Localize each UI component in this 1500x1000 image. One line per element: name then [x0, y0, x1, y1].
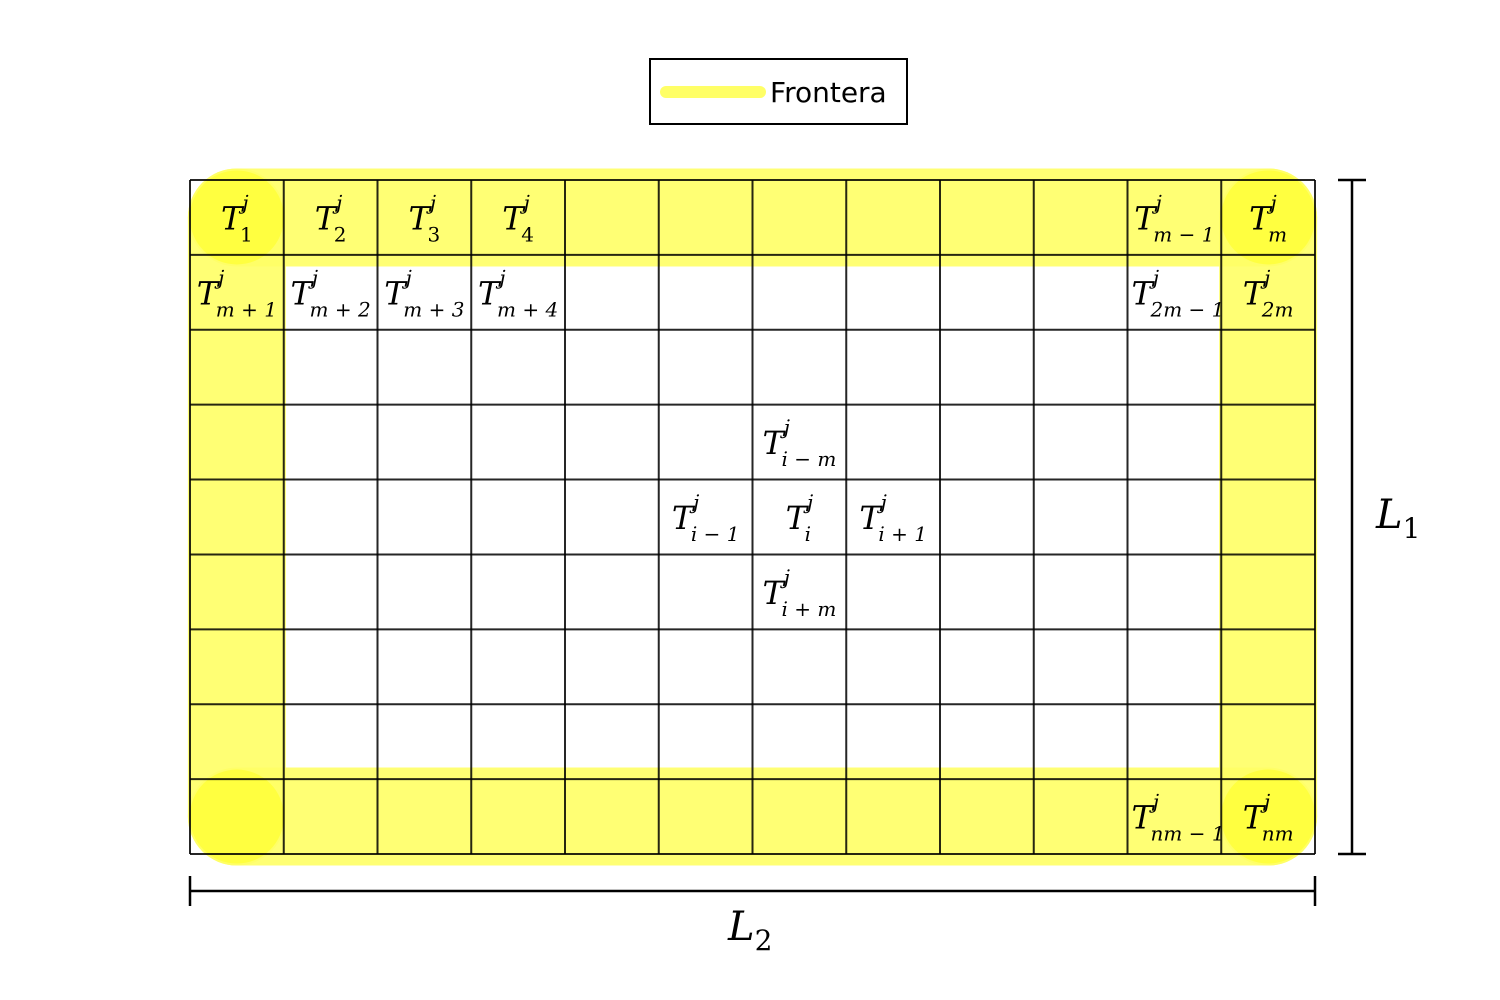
- boundary-corner-3: [1221, 769, 1316, 864]
- cell-label-9: Tj m + 4: [478, 265, 558, 321]
- svg-text:L1: L1: [1375, 492, 1420, 545]
- cell-label-12: Tj i − m: [762, 415, 836, 471]
- cell-label-5: Tj m: [1249, 190, 1287, 246]
- cell-label-6: Tj m + 1: [197, 265, 277, 321]
- legend: Frontera: [649, 58, 908, 125]
- cell-label-13: Tj i − 1: [672, 490, 740, 546]
- cell-label-17: Tj nm − 1: [1132, 790, 1225, 846]
- cell-label-3: Tj 4: [502, 190, 534, 246]
- boundary-corner-1: [1221, 170, 1316, 265]
- cell-label-16: Tj i + m: [762, 565, 836, 621]
- legend-label: Frontera: [770, 76, 887, 109]
- cell-label-4: Tj m − 1: [1134, 190, 1214, 246]
- dimension-height: L1: [1338, 178, 1420, 856]
- cell-label-1: Tj 2: [315, 190, 347, 246]
- cell-label-8: Tj m + 3: [384, 265, 464, 321]
- svg-text:L2: L2: [727, 904, 772, 957]
- height-label-base: L: [1375, 492, 1403, 538]
- boundary-highlight: [187, 168, 1318, 866]
- cell-label-18: Tj nm: [1243, 790, 1294, 846]
- cell-label-7: Tj m + 2: [291, 265, 371, 321]
- boundary-corner-2: [189, 769, 284, 864]
- cell-label-0: Tj 1: [221, 190, 253, 246]
- height-label-sub: 1: [1403, 512, 1421, 545]
- cell-labels: Tj 1 Tj 2 Tj 3 Tj 4 Tj m − 1 Tj mTj m + 1 Tj m + 2 Tj m …: [197, 190, 1294, 845]
- width-label-sub: 2: [755, 924, 773, 957]
- grid-lines: [189, 179, 1316, 855]
- cell-label-15: Tj i + 1: [859, 490, 927, 546]
- dimension-width: L2: [188, 876, 1317, 957]
- boundary-corner-0: [189, 170, 284, 265]
- cell-label-10: Tj 2m − 1: [1132, 265, 1225, 321]
- cell-label-2: Tj 3: [409, 190, 441, 246]
- cell-label-11: Tj 2m: [1243, 265, 1294, 321]
- cell-label-14: Tj i: [786, 490, 814, 546]
- width-label-base: L: [727, 904, 755, 950]
